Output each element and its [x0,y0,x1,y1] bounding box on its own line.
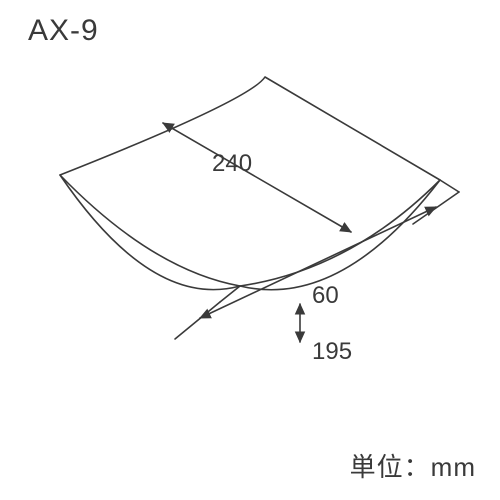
pillow-box-drawing [0,0,500,500]
dim-length-label: 240 [212,150,252,178]
dim-height-label: 60 [312,282,339,310]
dim-width-label: 195 [312,338,352,366]
pillow-box-shape [60,77,459,342]
diagram-container: AX-9 240 60 195 単位：mm [0,0,500,500]
unit-label: 単位：mm [350,447,476,484]
